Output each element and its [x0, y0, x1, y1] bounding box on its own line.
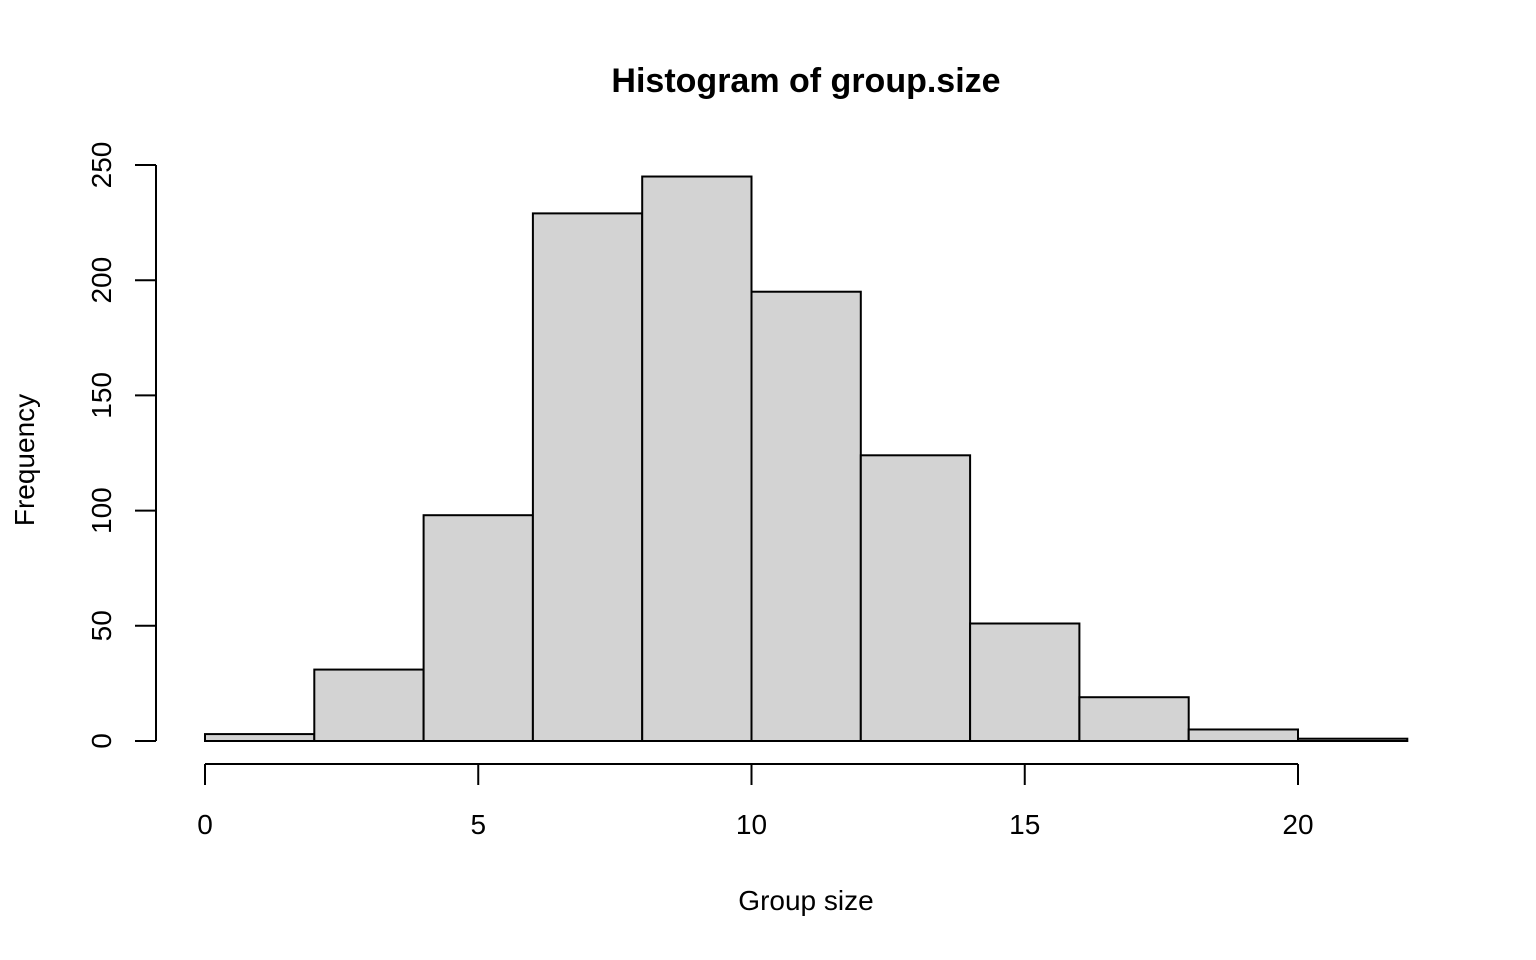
- histogram-bar-0: [204, 733, 316, 743]
- y-tick-label-0: 0: [86, 733, 117, 749]
- x-axis: 0 5 10 15 20: [197, 763, 1314, 840]
- y-tick-label-4: 200: [86, 257, 117, 304]
- histogram-bar-4: [641, 175, 753, 742]
- x-axis-label: Group size: [738, 885, 873, 916]
- chart-title: Histogram of group.size: [611, 62, 1000, 100]
- histogram-bar-6: [859, 454, 972, 742]
- histogram-bar-10: [1297, 737, 1409, 742]
- bars: [204, 175, 1409, 743]
- x-tick-label-1: 5: [470, 809, 486, 840]
- y-axis-label: Frequency: [9, 394, 40, 526]
- histogram-bar-5: [750, 290, 862, 742]
- y-tick-label-3: 150: [86, 372, 117, 419]
- x-tick-label-3: 15: [1009, 809, 1040, 840]
- x-tick-label-0: 0: [197, 809, 213, 840]
- histogram-bar-7: [969, 622, 1081, 742]
- x-tick-label-2: 10: [736, 809, 767, 840]
- x-tick-label-4: 20: [1282, 809, 1313, 840]
- histogram-bar-9: [1187, 728, 1299, 742]
- y-tick-label-2: 100: [86, 487, 117, 534]
- histogram-bar-3: [531, 212, 644, 743]
- histogram-bar-2: [422, 514, 534, 743]
- y-axis: 0 50 100 150 200 250: [86, 142, 157, 749]
- y-tick-label-1: 50: [86, 610, 117, 641]
- histogram-bar-8: [1078, 696, 1190, 742]
- y-tick-label-5: 250: [86, 142, 117, 189]
- histogram-bar-1: [313, 668, 425, 742]
